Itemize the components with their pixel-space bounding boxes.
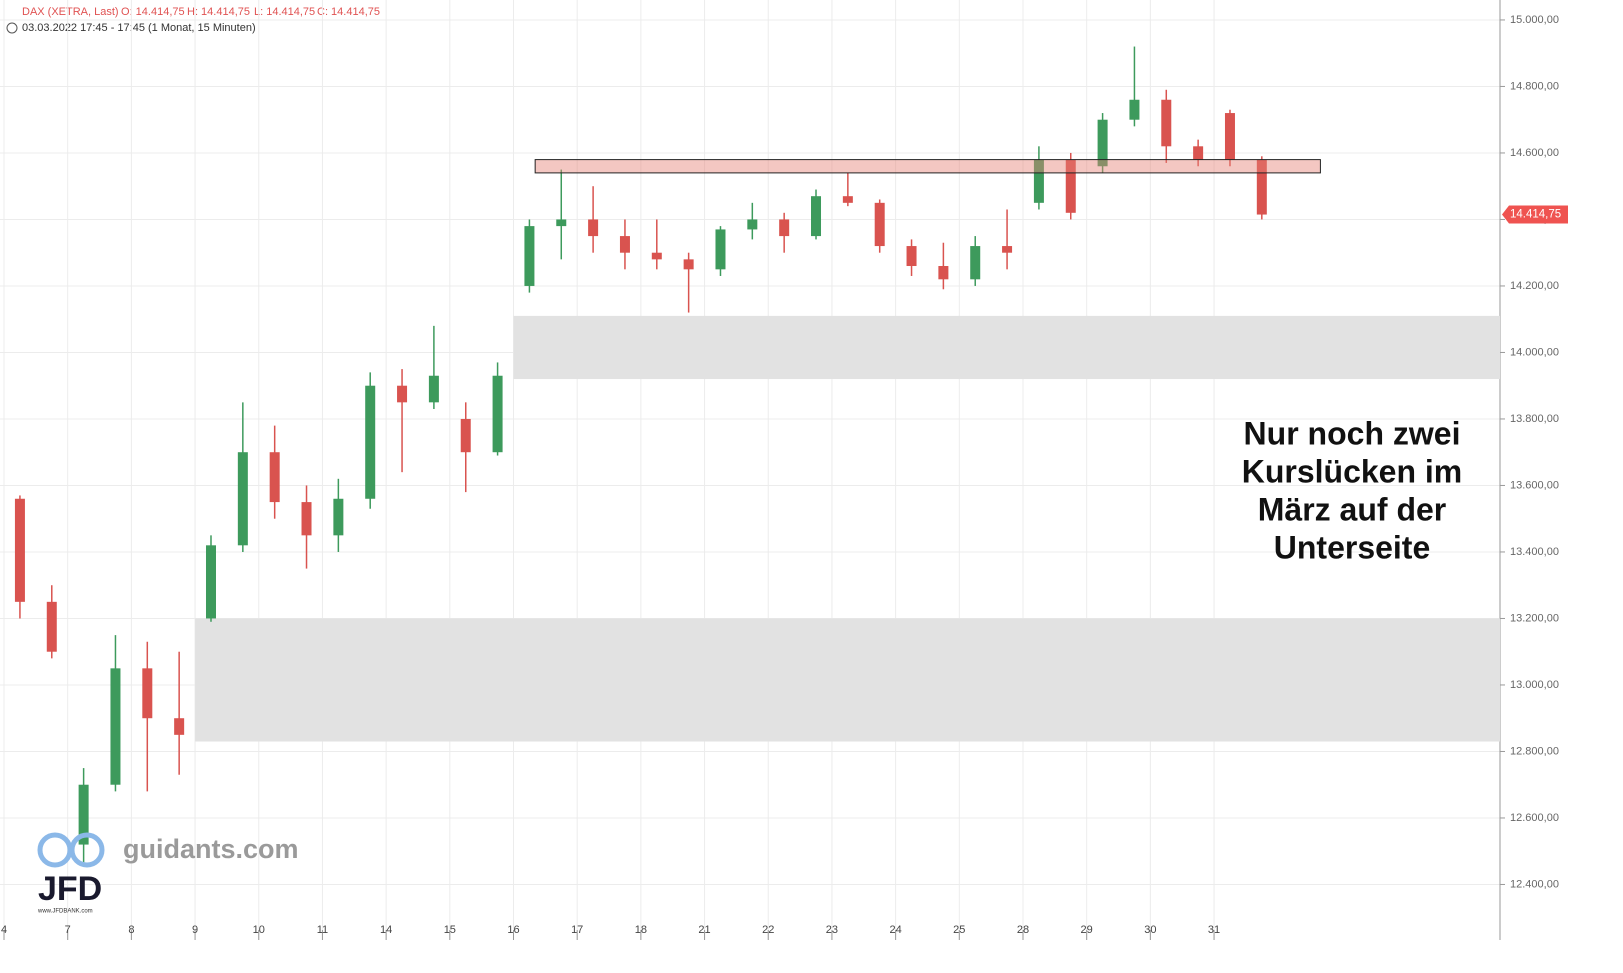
candle-body: [1097, 119, 1108, 167]
candle-body: [269, 452, 280, 503]
candle-body: [1161, 99, 1172, 147]
x-tick-label: 18: [635, 924, 647, 936]
watermark-site: guidants.com: [123, 834, 299, 864]
y-tick-label: 13.000,00: [1510, 679, 1559, 691]
annotation: Kurslücken im: [1242, 453, 1463, 489]
clock-icon: [6, 22, 18, 34]
x-tick-label: 15: [444, 924, 456, 936]
annotation: März auf der: [1258, 491, 1446, 527]
x-tick-label: 22: [762, 924, 774, 936]
open-label: O: 14.414,75: [121, 6, 185, 18]
y-tick-label: 15.000,00: [1510, 14, 1559, 26]
gap-zone: [513, 315, 1500, 380]
x-tick-label: 11: [317, 924, 328, 936]
y-tick-label: 12.400,00: [1510, 878, 1559, 890]
candle-body: [397, 385, 408, 403]
y-tick-label: 14.600,00: [1510, 147, 1559, 159]
annotation: Nur noch zwei: [1244, 415, 1461, 451]
candle-body: [874, 202, 885, 247]
high-label: H: 14.414,75: [187, 6, 250, 18]
x-tick-label: 7: [65, 924, 71, 936]
candle-body: [906, 246, 917, 267]
x-tick-label: 29: [1081, 924, 1093, 936]
candle-body: [78, 784, 89, 845]
candle-body: [1224, 113, 1235, 160]
x-tick-label: 9: [192, 924, 198, 936]
candle-body: [1033, 159, 1044, 203]
candle-body: [365, 385, 376, 499]
y-tick-label: 13.800,00: [1510, 413, 1559, 425]
candle-body: [460, 418, 471, 453]
y-tick-label: 13.200,00: [1510, 612, 1559, 624]
y-tick-label: 14.000,00: [1510, 346, 1559, 358]
candle-body: [715, 229, 726, 270]
candle-body: [619, 236, 630, 253]
y-tick-label: 13.600,00: [1510, 479, 1559, 491]
candle-body: [1256, 159, 1267, 215]
x-tick-label: 31: [1208, 924, 1220, 936]
y-tick-label: 14.200,00: [1510, 280, 1559, 292]
watermark-url: www.JFDBANK.com: [37, 909, 93, 915]
interval-label: (1 Monat, 15 Minuten): [148, 22, 256, 34]
candle-body: [1129, 99, 1140, 120]
candle-body: [492, 375, 503, 453]
candle-body: [811, 196, 822, 237]
candle-body: [237, 452, 248, 546]
candle-body: [301, 502, 312, 536]
x-tick-label: 16: [507, 924, 519, 936]
candle-body: [46, 601, 57, 652]
candle-body: [1002, 246, 1013, 253]
resistance-zone: [534, 159, 1321, 174]
time-label: 03.03.2022 17:45 - 17:45: [22, 22, 145, 34]
candle-body: [1065, 159, 1076, 213]
price-tag-label: 14.414,75: [1510, 209, 1561, 221]
candle-body: [779, 219, 790, 237]
x-tick-label: 30: [1144, 924, 1156, 936]
candle-body: [428, 375, 439, 403]
y-tick-label: 12.800,00: [1510, 745, 1559, 757]
x-tick-label: 10: [253, 924, 265, 936]
gap-zone: [195, 618, 1501, 742]
candle-body: [588, 219, 599, 237]
x-tick-label: 14: [380, 924, 392, 936]
symbol: DAX (XETRA, Last): [22, 6, 119, 18]
candle-body: [970, 246, 981, 280]
price-tag: [1502, 205, 1568, 224]
candle-body: [174, 718, 185, 735]
candle-body: [524, 226, 535, 286]
candle-body: [205, 545, 216, 619]
close-label: C: 14.414,75: [317, 6, 380, 18]
candle-body: [651, 252, 662, 260]
x-tick-label: 4: [1, 924, 7, 936]
y-tick-label: 12.600,00: [1510, 812, 1559, 824]
logo-ring: [69, 832, 105, 868]
candle-body: [14, 498, 25, 602]
low-label: L: 14.414,75: [254, 6, 315, 18]
candle-body: [333, 498, 344, 536]
candle-body: [938, 266, 949, 280]
x-tick-label: 28: [1017, 924, 1029, 936]
watermark-brand: JFD: [38, 870, 102, 908]
x-tick-label: 23: [826, 924, 838, 936]
x-tick-label: 21: [698, 924, 710, 936]
x-tick-label: 8: [128, 924, 134, 936]
candle-body: [142, 668, 153, 719]
candle-body: [747, 219, 758, 230]
candle-body: [683, 259, 694, 270]
logo-ring: [37, 832, 73, 868]
candle-body: [556, 219, 567, 227]
x-tick-label: 24: [889, 924, 901, 936]
x-tick-label: 17: [571, 924, 583, 936]
candle-body: [110, 668, 121, 785]
annotation: Unterseite: [1274, 529, 1431, 565]
y-tick-label: 13.400,00: [1510, 546, 1559, 558]
candle-body: [842, 196, 853, 203]
x-tick-label: 25: [953, 924, 965, 936]
y-tick-label: 14.800,00: [1510, 80, 1559, 92]
candle-body: [1193, 146, 1204, 160]
